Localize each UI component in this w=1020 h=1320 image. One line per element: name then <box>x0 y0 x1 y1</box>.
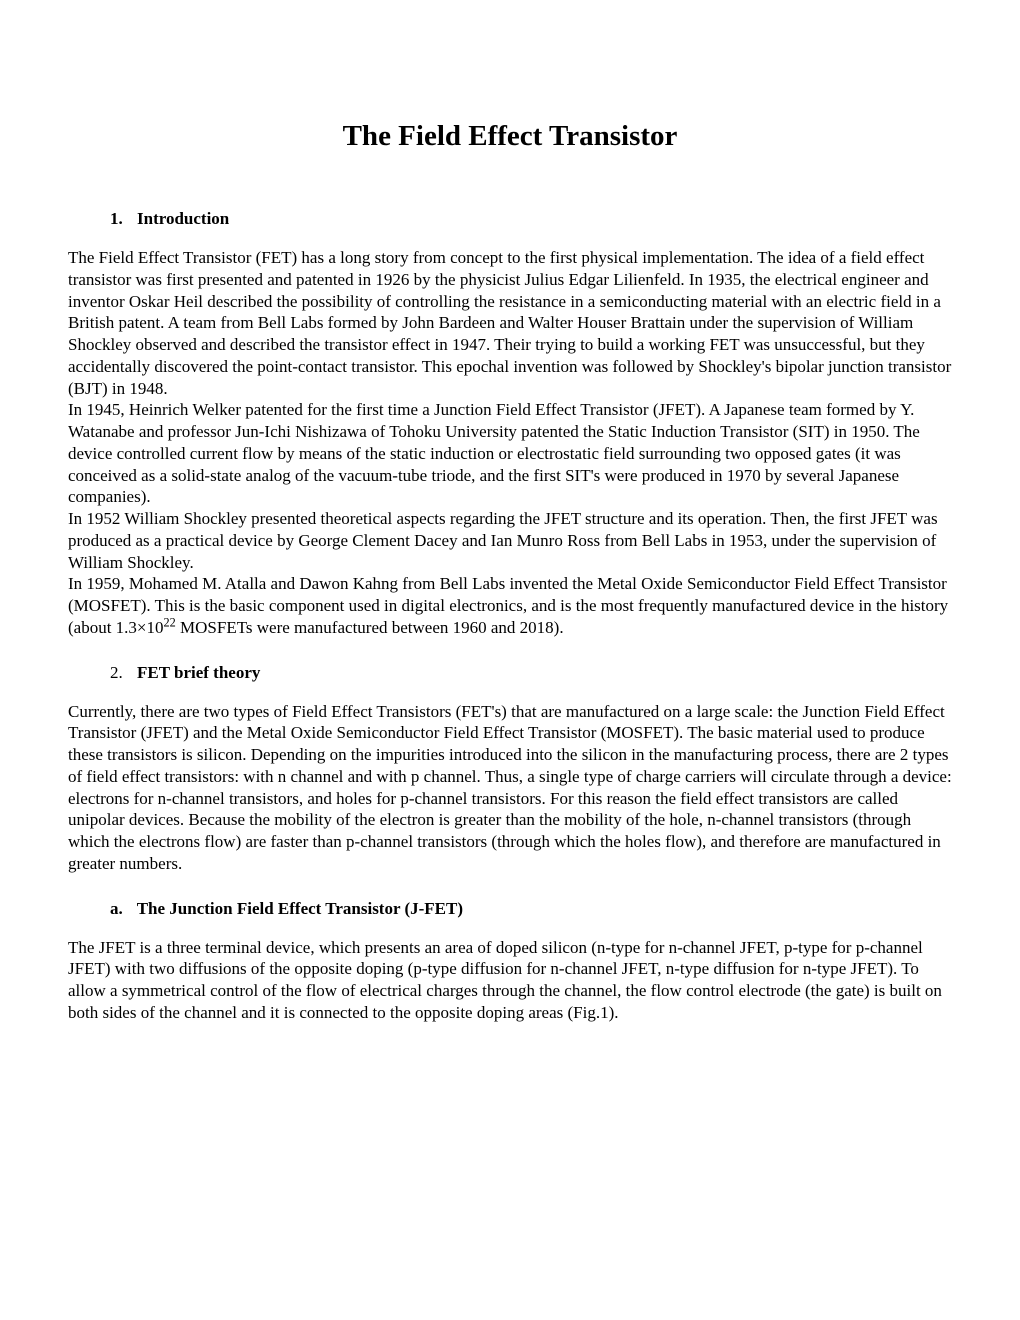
section-a-number: a. <box>110 899 123 918</box>
section-1-paragraph: The Field Effect Transistor (FET) has a … <box>68 247 952 639</box>
document-title: The Field Effect Transistor <box>68 120 952 153</box>
section-a-heading: a. The Junction Field Effect Transistor … <box>110 899 952 919</box>
section-1-text-before-exp: The Field Effect Transistor (FET) has a … <box>68 248 951 637</box>
section-a-paragraph: The JFET is a three terminal device, whi… <box>68 937 952 1024</box>
section-1-number: 1. <box>110 209 123 228</box>
section-2-heading: 2. FET brief theory <box>110 663 952 683</box>
section-2-number: 2. <box>110 663 123 682</box>
section-1-text-after-exp: MOSFETs were manufactured between 1960 a… <box>176 618 564 637</box>
section-1-heading: 1. Introduction <box>110 209 952 229</box>
section-1-label: Introduction <box>137 209 229 228</box>
section-2-paragraph: Currently, there are two types of Field … <box>68 701 952 875</box>
section-1-exponent: 22 <box>164 615 176 629</box>
section-2-label: FET brief theory <box>137 663 260 682</box>
section-a-label: The Junction Field Effect Transistor (J-… <box>137 899 463 918</box>
